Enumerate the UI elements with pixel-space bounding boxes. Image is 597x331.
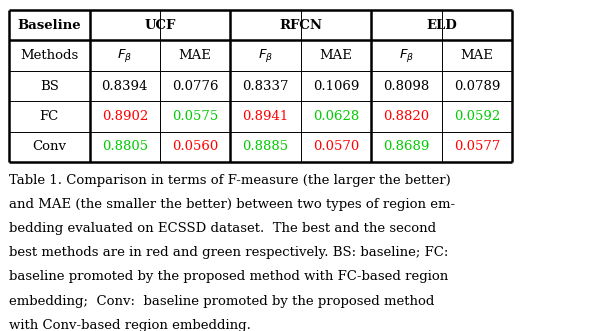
Text: and MAE (the smaller the better) between two types of region em-: and MAE (the smaller the better) between…: [9, 198, 455, 211]
Text: ELD: ELD: [426, 19, 457, 32]
Text: best methods are in red and green respectively. BS: baseline; FC:: best methods are in red and green respec…: [9, 246, 448, 259]
Text: MAE: MAE: [460, 49, 494, 62]
Text: FC: FC: [39, 110, 59, 123]
Text: embedding;  Conv:  baseline promoted by the proposed method: embedding; Conv: baseline promoted by th…: [9, 295, 435, 307]
Text: 0.0577: 0.0577: [454, 140, 500, 154]
Text: BS: BS: [40, 79, 59, 93]
Text: 0.0575: 0.0575: [172, 110, 219, 123]
Text: 0.8689: 0.8689: [383, 140, 430, 154]
Text: 0.0628: 0.0628: [313, 110, 359, 123]
Text: 0.8394: 0.8394: [101, 79, 148, 93]
Text: Baseline: Baseline: [17, 19, 81, 32]
Text: RFCN: RFCN: [279, 19, 322, 32]
Text: Table 1. Comparison in terms of F-measure (the larger the better): Table 1. Comparison in terms of F-measur…: [9, 174, 451, 187]
Text: $F_\beta$: $F_\beta$: [117, 47, 133, 64]
Text: 0.8902: 0.8902: [101, 110, 148, 123]
Text: $F_\beta$: $F_\beta$: [399, 47, 414, 64]
Text: MAE: MAE: [179, 49, 212, 62]
Text: UCF: UCF: [144, 19, 176, 32]
Text: $F_\beta$: $F_\beta$: [258, 47, 273, 64]
Text: bedding evaluated on ECSSD dataset.  The best and the second: bedding evaluated on ECSSD dataset. The …: [9, 222, 436, 235]
Text: with Conv-based region embedding.: with Conv-based region embedding.: [9, 319, 251, 331]
Text: 0.8805: 0.8805: [101, 140, 148, 154]
Text: 0.8337: 0.8337: [242, 79, 289, 93]
Text: 0.0776: 0.0776: [172, 79, 219, 93]
Text: 0.0789: 0.0789: [454, 79, 500, 93]
Text: 0.0560: 0.0560: [172, 140, 219, 154]
Text: 0.8885: 0.8885: [242, 140, 289, 154]
Text: Conv: Conv: [32, 140, 66, 154]
Text: 0.1069: 0.1069: [313, 79, 359, 93]
Text: 0.0592: 0.0592: [454, 110, 500, 123]
Text: 0.8941: 0.8941: [242, 110, 289, 123]
Text: MAE: MAE: [319, 49, 353, 62]
Text: Methods: Methods: [20, 49, 78, 62]
Text: 0.8098: 0.8098: [383, 79, 430, 93]
Text: baseline promoted by the proposed method with FC-based region: baseline promoted by the proposed method…: [9, 270, 448, 283]
Text: 0.8820: 0.8820: [383, 110, 430, 123]
Text: 0.0570: 0.0570: [313, 140, 359, 154]
